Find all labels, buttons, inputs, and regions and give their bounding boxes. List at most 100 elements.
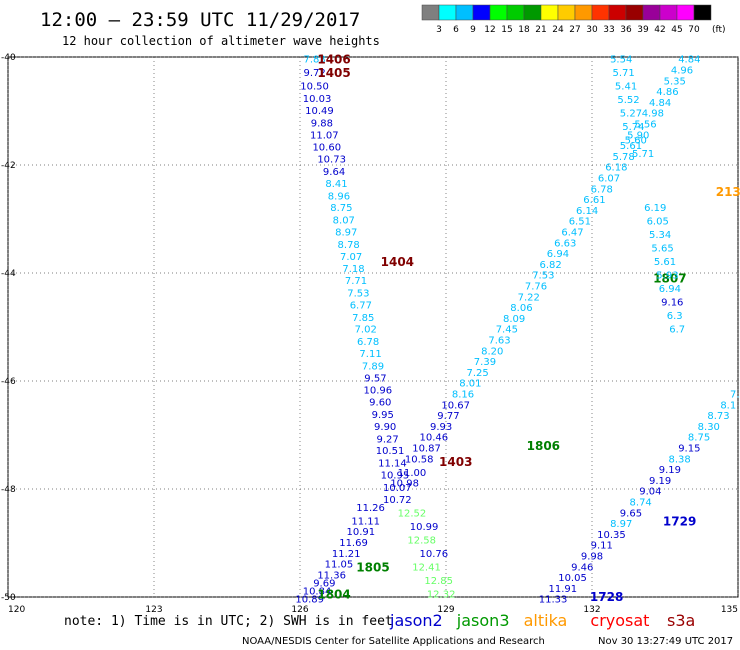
wave-height-value: 9.11 (591, 541, 613, 552)
legend-tick-label: 42 (654, 25, 665, 35)
wave-height-value: 10.67 (441, 400, 470, 411)
wave-height-value: 6.61 (583, 195, 605, 206)
wave-height-value: 9.60 (369, 398, 391, 409)
color-legend: 3 6 9 12 15 18 21 24 27 30 33 36 39 42 45 70 (ft) (421, 4, 726, 35)
wave-height-value: 7.76 (525, 282, 547, 293)
track-jason3: 11.2611.1110.9111.6911.2111.0511.369.691… (295, 503, 389, 606)
wave-height-value: 8.75 (688, 433, 710, 444)
wave-height-value: 6.18 (605, 163, 627, 174)
wave-height-value: 5.71 (613, 68, 635, 79)
wave-height-value: 8.96 (328, 191, 350, 202)
wave-height-value: 5.61 (654, 257, 676, 268)
wave-height-value: 6.14 (576, 206, 598, 217)
wave-height-value: 5.65 (651, 244, 673, 255)
generation-timestamp: Nov 30 13:27:49 UTC 2017 (598, 636, 733, 647)
wave-height-value: 10.72 (383, 495, 412, 506)
legend-tick-label: 39 (637, 25, 649, 35)
wave-height-value: 5.52 (617, 95, 639, 106)
wave-height-value: 8.1 (720, 400, 736, 411)
wave-height-value: 11.00 (398, 468, 427, 479)
pass-time-label: 1807 (653, 271, 686, 285)
wave-height-value: 7.89 (362, 361, 384, 372)
pass-time-label: 1403 (439, 455, 472, 469)
wave-height-value: 7.18 (342, 264, 364, 275)
wave-height-value: 4.98 (642, 109, 664, 120)
track-jason3: 10.9811.0010.5810.8710.469.939.7710.678.… (390, 55, 700, 490)
latitude-label: -48 (1, 485, 16, 495)
wave-height-value: 6.47 (561, 228, 583, 239)
legend-swatch (421, 4, 440, 21)
legend-tick-label: 3 (436, 25, 442, 35)
page-title: 12:00 – 23:59 UTC 11/29/2017 (40, 9, 360, 31)
wave-height-value: 12.41 (412, 562, 441, 573)
legend-swatch (608, 4, 627, 21)
wave-height-value: 10.99 (410, 522, 439, 533)
wave-height-value: 5.60 (625, 136, 647, 147)
wave-height-value: 9.27 (376, 434, 398, 445)
wave-height-value: 9.77 (437, 411, 459, 422)
wave-height-value: 10.60 (312, 143, 341, 154)
wave-height-value: 6.94 (547, 249, 569, 260)
wave-height-value: 5.27 (620, 109, 642, 120)
legend-tick-label: 6 (453, 25, 459, 35)
legend-swatch (642, 4, 661, 21)
wave-height-value: 10.49 (305, 106, 334, 117)
longitude-label: 129 (437, 605, 454, 615)
wave-height-value: 7.02 (355, 325, 377, 336)
track-jason3: 12.52 10.99 12.58 10.76 12.41 12.85 12.32 (398, 508, 456, 600)
wave-height-value: 7.53 (347, 289, 369, 300)
wave-height-value: 5.61 (620, 141, 642, 152)
wave-height-value: 11.21 (332, 549, 361, 560)
legend-swatch (693, 4, 712, 21)
legend-swatch (489, 4, 508, 21)
pass-time-label: 213 (716, 185, 740, 199)
wave-height-value: 9.93 (430, 422, 452, 433)
wave-height-value: 5.35 (664, 76, 686, 87)
wave-height-value: 7.71 (345, 276, 367, 287)
wave-height-value: 10.07 (383, 483, 412, 494)
legend-swatch (591, 4, 610, 21)
wave-height-value: 10.50 (300, 82, 329, 93)
wave-height-value: 5.34 (649, 230, 671, 241)
wave-height-value: 6.51 (569, 217, 591, 228)
wave-height-value: 8.38 (668, 454, 690, 465)
wave-height-value: 6.05 (647, 217, 669, 228)
wave-height-value: 5.90 (627, 130, 649, 141)
wave-height-value: 11.07 (310, 130, 339, 141)
pass-time-label: 1728 (590, 590, 623, 604)
legend-swatch (676, 4, 695, 21)
legend-tick-label: 45 (671, 25, 682, 35)
wave-height-value: 11.11 (351, 516, 380, 527)
legend-swatch (506, 4, 525, 21)
wave-height-value: 8.30 (698, 422, 720, 433)
latitude-label: -40 (1, 53, 16, 63)
wave-height-value: 5.93 (656, 271, 678, 282)
wave-height-value: 5.71 (632, 149, 654, 160)
wave-height-value: 10.03 (303, 94, 332, 105)
latitude-label: -46 (1, 377, 16, 387)
legend-tick-label: 9 (470, 25, 476, 35)
wave-height-value: 8.06 (510, 303, 532, 314)
wave-height-value: 4.96 (671, 66, 693, 77)
pass-time-label: 1806 (527, 439, 560, 453)
wave-height-value: 7.63 (488, 336, 510, 347)
wave-height-value: 4.84 (649, 98, 671, 109)
footer-note: note: 1) Time is in UTC; 2) SWH is in fe… (64, 614, 393, 629)
satellite-legend-altika: altika (524, 611, 568, 630)
wave-height-value: 5.54 (610, 55, 632, 66)
track-altika: 5.54 5.71 5.41 5.52 5.27 5.74 5.60 5.71 6.19 6.05… (610, 55, 740, 336)
wave-height-value: 10.73 (317, 155, 346, 166)
track-s3a: 7.839.7210.5010.0310.499.8811.0710.6010.… (300, 53, 472, 506)
wave-height-value: 7.8 (730, 390, 740, 401)
wave-height-value: 6.82 (540, 260, 562, 271)
wave-height-value: 9.19 (659, 465, 681, 476)
wave-height-value: 9.72 (303, 68, 325, 79)
wave-height-value: 10.46 (420, 433, 449, 444)
wave-height-value: 6.77 (350, 300, 372, 311)
satellite-tracks: 7.839.7210.5010.0310.499.8811.0710.6010.… (295, 53, 740, 606)
wave-height-value: 10.05 (558, 573, 587, 584)
wave-height-value: 8.16 (452, 390, 474, 401)
pass-time-label: 1404 (381, 255, 414, 269)
legend-swatch (455, 4, 474, 21)
legend-tick-label: 12 (484, 25, 495, 35)
